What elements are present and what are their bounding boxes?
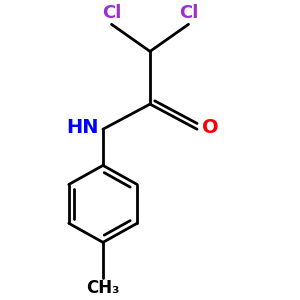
Text: Cl: Cl bbox=[179, 4, 198, 22]
Text: CH₃: CH₃ bbox=[86, 279, 120, 297]
Text: Cl: Cl bbox=[102, 4, 121, 22]
Text: HN: HN bbox=[66, 118, 99, 137]
Text: O: O bbox=[202, 118, 219, 137]
